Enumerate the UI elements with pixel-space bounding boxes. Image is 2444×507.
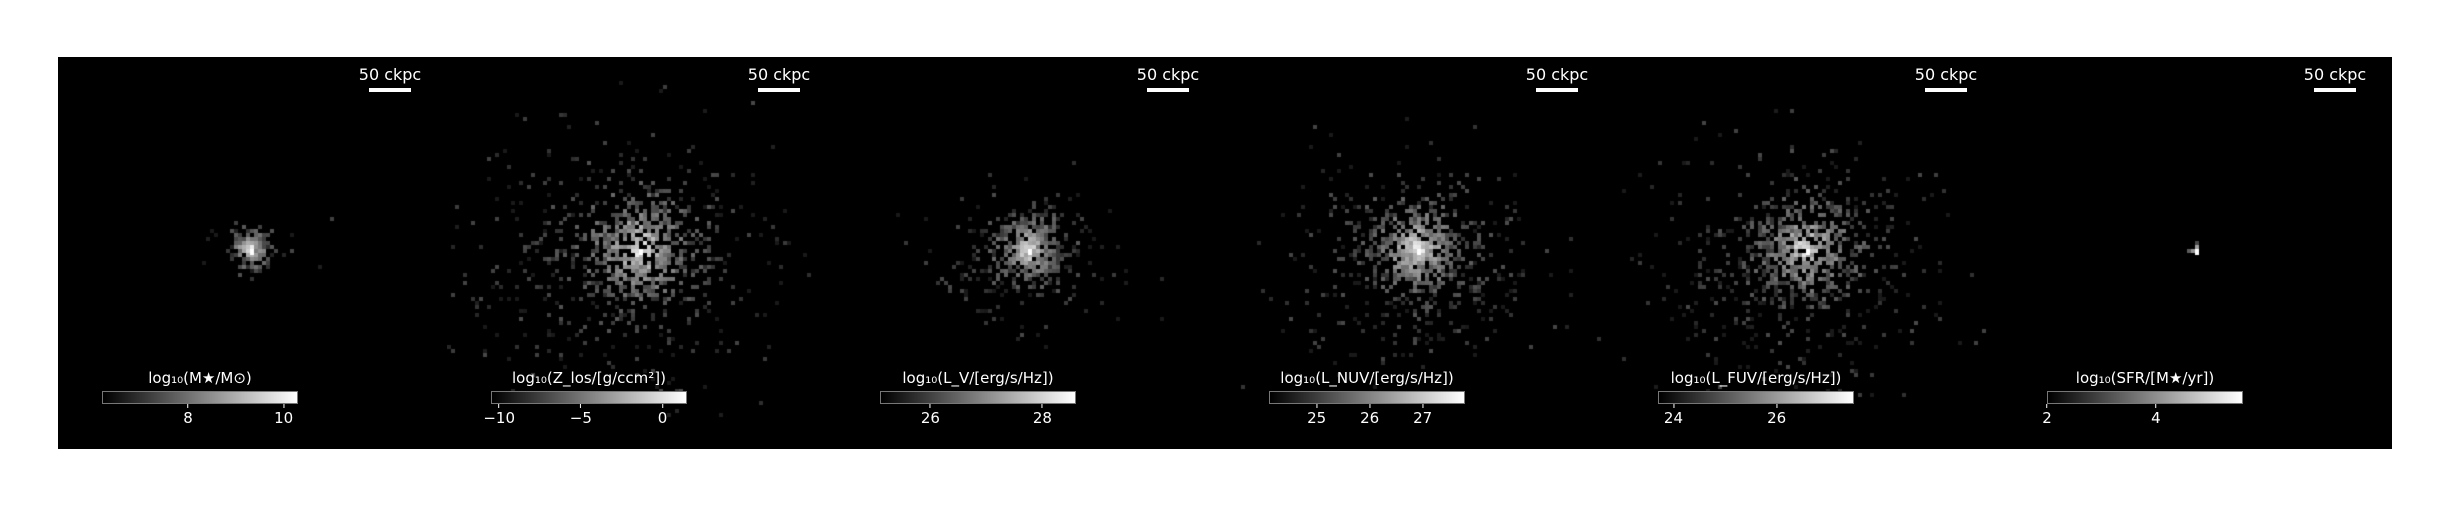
colorbar-tick: 26 [1767, 404, 1786, 427]
colorbar-tick-mark [187, 404, 189, 408]
scalebar: 50 ckpc [744, 65, 814, 92]
colorbar-tick-label: −5 [569, 409, 592, 427]
colorbar-tick-mark [498, 404, 500, 408]
scalebar-line [1147, 88, 1189, 92]
colorbar-gradient [491, 391, 687, 404]
colorbar-label: log₁₀(Z_los/[g/ccm²]) [512, 369, 666, 387]
colorbar-tick-mark [580, 404, 582, 408]
scalebar-line [1925, 88, 1967, 92]
colorbar-tick: 4 [2151, 404, 2161, 427]
colorbar-tick: 10 [274, 404, 293, 427]
scalebar-label: 50 ckpc [747, 65, 811, 84]
colorbar: log₁₀(L_V/[erg/s/Hz]) 26 28 [880, 369, 1076, 427]
scalebar-label: 50 ckpc [358, 65, 422, 84]
colorbar-tick-label: −10 [483, 409, 515, 427]
fuv-luminosity-map [1614, 57, 2003, 449]
sfr-map [2003, 57, 2392, 449]
colorbar-tick: 8 [183, 404, 193, 427]
colorbar-tick-mark [2046, 404, 2048, 408]
colorbar-gradient [1658, 391, 1854, 404]
metallicity-map [447, 57, 836, 449]
nuv-luminosity-map [1225, 57, 1614, 449]
colorbar-tick: 25 [1307, 404, 1326, 427]
colorbar: log₁₀(L_FUV/[erg/s/Hz]) 24 26 [1658, 369, 1854, 427]
colorbar-tick-mark [1316, 404, 1318, 408]
v-band-luminosity-map [836, 57, 1225, 449]
scalebar-label: 50 ckpc [1136, 65, 1200, 84]
colorbar-label: log₁₀(L_FUV/[erg/s/Hz]) [1670, 369, 1842, 387]
scalebar-line [758, 88, 800, 92]
colorbar-tick-label: 27 [1413, 409, 1433, 427]
figure-panel-strip: 50 ckpc log₁₀(M★/M⊙) 8 10 50 ckpc log₁₀(Z… [58, 57, 2392, 449]
colorbar: log₁₀(L_NUV/[erg/s/Hz]) 25 26 27 [1269, 369, 1465, 427]
colorbar-tick-mark [929, 404, 931, 408]
colorbar-ticks: 8 10 [102, 404, 298, 427]
colorbar-tick: 28 [1033, 404, 1052, 427]
colorbar-tick-mark [1672, 404, 1674, 408]
colorbar-tick: 26 [921, 404, 940, 427]
colorbar-tick-label: 8 [183, 409, 193, 427]
colorbar-gradient [2047, 391, 2243, 404]
stellar-mass-map [58, 57, 447, 449]
colorbar-ticks: −10 −5 0 [483, 404, 687, 427]
colorbar-tick-mark [1041, 404, 1043, 408]
colorbar-tick-label: 28 [1032, 409, 1052, 427]
colorbar-label: log₁₀(L_V/[erg/s/Hz]) [902, 369, 1054, 387]
colorbar: log₁₀(Z_los/[g/ccm²]) −10 −5 0 [483, 369, 687, 427]
colorbar-tick: −5 [570, 404, 592, 427]
scalebar: 50 ckpc [1911, 65, 1981, 92]
colorbar-gradient [880, 391, 1076, 404]
colorbar-tick: 24 [1664, 404, 1683, 427]
scalebar-label: 50 ckpc [2303, 65, 2367, 84]
colorbar-tick-mark [283, 404, 285, 408]
scalebar-line [369, 88, 411, 92]
colorbar-tick: 0 [657, 404, 668, 427]
colorbar-tick-mark [661, 404, 663, 408]
colorbar-label: log₁₀(SFR/[M★/yr]) [2075, 369, 2215, 387]
scalebar: 50 ckpc [1522, 65, 1592, 92]
panel-nuv: 50 ckpc log₁₀(L_NUV/[erg/s/Hz]) 25 26 27 [1225, 57, 1614, 449]
colorbar-ticks: 24 26 [1658, 404, 1854, 427]
colorbar-tick-label: 24 [1663, 409, 1684, 427]
colorbar-tick: 2 [2042, 404, 2052, 427]
scalebar: 50 ckpc [2300, 65, 2370, 92]
colorbar-ticks: 26 28 [880, 404, 1076, 427]
colorbar: log₁₀(M★/M⊙) 8 10 [102, 369, 298, 427]
colorbar-gradient [1269, 391, 1465, 404]
colorbar-tick-mark [1422, 404, 1424, 408]
colorbar-tick-label: 4 [2151, 409, 2161, 427]
panel-v-band: 50 ckpc log₁₀(L_V/[erg/s/Hz]) 26 28 [836, 57, 1225, 449]
colorbar-tick-label: 10 [274, 409, 294, 427]
colorbar-label: log₁₀(L_NUV/[erg/s/Hz]) [1280, 369, 1454, 387]
colorbar-ticks: 25 26 27 [1269, 404, 1465, 427]
colorbar-tick-label: 25 [1307, 409, 1327, 427]
panel-stellar-mass: 50 ckpc log₁₀(M★/M⊙) 8 10 [58, 57, 447, 449]
scalebar-line [2314, 88, 2356, 92]
colorbar-tick-label: 0 [657, 409, 668, 427]
colorbar-tick-label: 26 [1767, 409, 1787, 427]
colorbar-tick: 26 [1360, 404, 1379, 427]
scalebar-label: 50 ckpc [1525, 65, 1589, 84]
colorbar-tick-mark [1776, 404, 1778, 408]
colorbar-tick-label: 26 [920, 409, 940, 427]
colorbar-tick-mark [2155, 404, 2157, 408]
scalebar-label: 50 ckpc [1914, 65, 1978, 84]
panel-metallicity: 50 ckpc log₁₀(Z_los/[g/ccm²]) −10 −5 0 [447, 57, 836, 449]
panel-fuv: 50 ckpc log₁₀(L_FUV/[erg/s/Hz]) 24 26 [1614, 57, 2003, 449]
colorbar-tick: −10 [483, 404, 515, 427]
colorbar-label: log₁₀(M★/M⊙) [148, 369, 252, 387]
scalebar: 50 ckpc [355, 65, 425, 92]
scalebar-line [1536, 88, 1578, 92]
scalebar: 50 ckpc [1133, 65, 1203, 92]
colorbar-tick-label: 2 [2042, 409, 2052, 427]
colorbar-tick: 27 [1413, 404, 1432, 427]
colorbar-gradient [102, 391, 298, 404]
colorbar-tick-label: 26 [1360, 409, 1380, 427]
colorbar-tick-mark [1369, 404, 1371, 408]
